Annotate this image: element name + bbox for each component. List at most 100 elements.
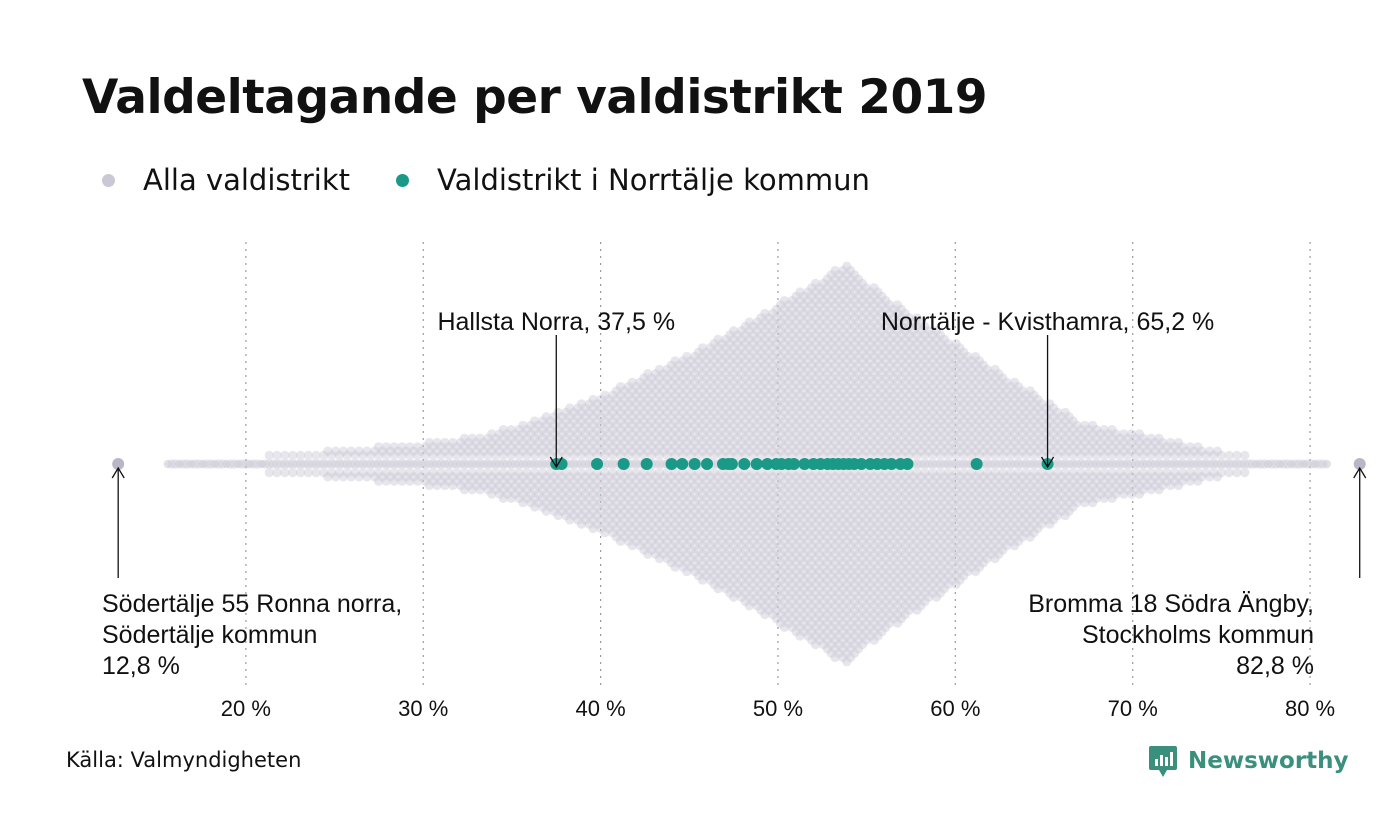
district-point bbox=[690, 489, 700, 499]
district-point bbox=[459, 485, 469, 495]
district-point bbox=[725, 519, 735, 529]
district-point bbox=[666, 489, 676, 499]
district-point bbox=[526, 498, 536, 508]
district-point bbox=[522, 459, 532, 469]
district-point bbox=[600, 416, 610, 426]
district-point bbox=[615, 493, 626, 503]
district-point bbox=[721, 429, 731, 439]
district-point bbox=[518, 437, 528, 448]
district-point bbox=[272, 459, 282, 469]
district-point bbox=[658, 386, 668, 396]
district-point bbox=[678, 468, 688, 478]
district-point bbox=[311, 459, 321, 469]
district-point bbox=[736, 334, 747, 344]
district-point bbox=[725, 382, 735, 392]
district-point bbox=[537, 450, 548, 460]
district-point bbox=[494, 489, 505, 499]
district-point bbox=[713, 420, 723, 430]
district-point bbox=[604, 523, 614, 534]
district-point bbox=[467, 450, 477, 460]
district-point bbox=[725, 493, 735, 503]
district-point bbox=[650, 412, 661, 422]
district-point bbox=[690, 386, 700, 396]
district-point bbox=[510, 446, 520, 456]
district-point bbox=[705, 549, 715, 559]
district-point bbox=[362, 472, 372, 482]
district-point bbox=[697, 351, 708, 362]
district-point bbox=[510, 489, 520, 499]
district-point bbox=[752, 489, 762, 499]
district-point bbox=[373, 468, 384, 478]
district-point bbox=[682, 558, 692, 568]
district-point bbox=[459, 459, 469, 469]
district-point bbox=[705, 386, 715, 396]
district-point bbox=[311, 468, 321, 478]
district-point bbox=[697, 575, 708, 585]
district-point bbox=[576, 399, 587, 409]
district-point bbox=[713, 437, 723, 448]
norrtalje-district-point bbox=[701, 458, 714, 470]
district-point bbox=[748, 339, 758, 349]
district-point bbox=[748, 399, 758, 409]
district-point bbox=[491, 476, 501, 486]
district-point bbox=[631, 450, 641, 460]
district-point bbox=[436, 450, 446, 460]
district-point bbox=[604, 498, 614, 508]
district-point bbox=[299, 459, 310, 469]
district-point bbox=[615, 382, 626, 392]
district-point bbox=[701, 416, 711, 426]
district-point bbox=[709, 399, 719, 409]
district-point bbox=[686, 390, 696, 400]
district-point bbox=[666, 523, 676, 534]
district-point bbox=[611, 498, 622, 508]
district-point bbox=[709, 425, 719, 435]
district-point bbox=[701, 519, 711, 529]
district-point bbox=[615, 425, 626, 435]
district-point bbox=[541, 459, 551, 469]
district-point bbox=[576, 450, 587, 460]
district-point bbox=[744, 317, 754, 327]
district-point bbox=[717, 485, 727, 495]
district-point bbox=[533, 498, 544, 508]
district-point bbox=[592, 442, 602, 452]
district-point bbox=[615, 519, 626, 529]
district-point bbox=[506, 459, 516, 469]
district-point bbox=[658, 489, 668, 499]
district-point bbox=[498, 476, 509, 486]
district-point bbox=[569, 450, 579, 460]
district-point bbox=[748, 330, 758, 340]
district-point bbox=[611, 532, 622, 542]
district-point bbox=[643, 446, 653, 456]
district-point bbox=[596, 489, 606, 499]
district-point bbox=[498, 493, 509, 503]
district-point bbox=[709, 347, 719, 357]
district-point bbox=[604, 429, 614, 439]
district-point bbox=[697, 403, 708, 413]
district-point bbox=[654, 519, 665, 529]
district-point bbox=[744, 377, 754, 387]
district-point bbox=[643, 377, 653, 387]
district-point bbox=[350, 459, 360, 469]
district-point bbox=[565, 403, 575, 413]
district-point bbox=[740, 364, 750, 374]
norrtalje-district-point bbox=[787, 458, 800, 470]
district-point bbox=[678, 407, 688, 417]
district-point bbox=[584, 519, 594, 529]
district-point bbox=[604, 506, 614, 516]
district-point bbox=[647, 399, 657, 409]
district-point bbox=[455, 480, 466, 491]
district-point bbox=[518, 459, 528, 469]
district-point bbox=[690, 558, 700, 568]
district-point bbox=[643, 420, 653, 430]
district-point bbox=[670, 545, 680, 555]
district-point bbox=[650, 480, 661, 491]
district-point bbox=[619, 437, 629, 448]
district-point bbox=[623, 493, 633, 503]
district-point bbox=[377, 459, 388, 469]
district-point bbox=[627, 523, 637, 534]
district-point bbox=[635, 523, 645, 534]
district-point bbox=[705, 446, 715, 456]
district-point bbox=[740, 528, 750, 538]
district-point bbox=[658, 377, 668, 387]
district-point bbox=[732, 364, 743, 374]
